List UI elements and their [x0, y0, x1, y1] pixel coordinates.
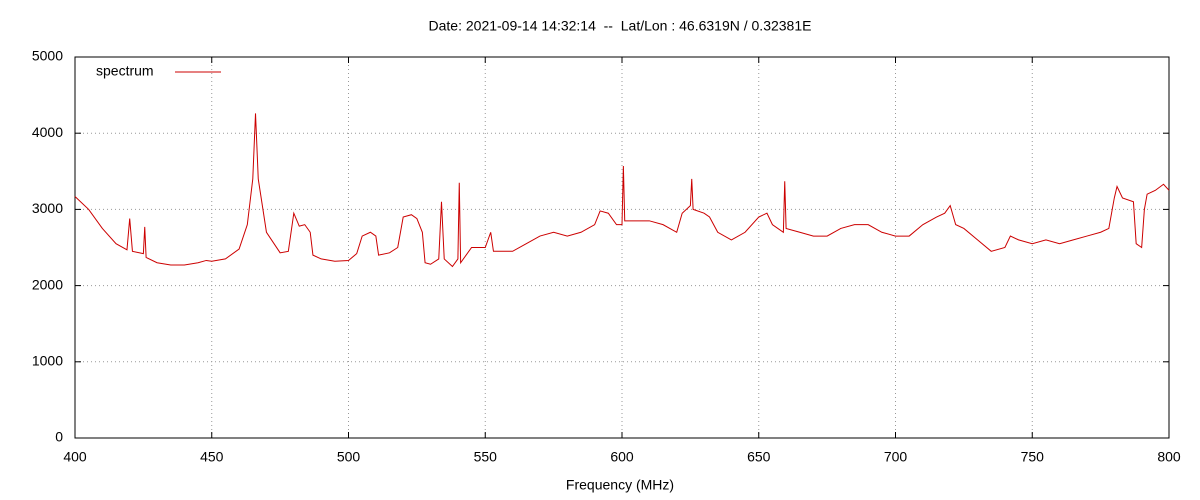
x-tick-label: 400 — [63, 449, 87, 465]
x-tick-label: 800 — [1157, 449, 1181, 465]
chart-title: Date: 2021-09-14 14:32:14 -- Lat/Lon : 4… — [429, 18, 812, 34]
x-tick-label: 600 — [610, 449, 634, 465]
line-series — [74, 113, 1170, 268]
x-tick-label: 550 — [474, 449, 498, 465]
x-axis-label: Frequency (MHz) — [566, 477, 674, 493]
x-tick-label: 450 — [200, 449, 224, 465]
y-tick-label: 0 — [55, 429, 63, 445]
x-tick-label: 500 — [337, 449, 361, 465]
y-tick-label: 3000 — [32, 200, 63, 216]
y-tick-label: 1000 — [32, 353, 63, 369]
x-tick-label: 650 — [747, 449, 771, 465]
x-tick-label: 700 — [884, 449, 908, 465]
plot-frame — [74, 56, 1170, 439]
x-tick-label: 750 — [1021, 449, 1045, 465]
legend-label: spectrum — [96, 63, 154, 79]
y-tick-label: 5000 — [32, 48, 63, 64]
y-tick-label: 4000 — [32, 124, 63, 140]
y-tick-label: 2000 — [32, 276, 63, 292]
